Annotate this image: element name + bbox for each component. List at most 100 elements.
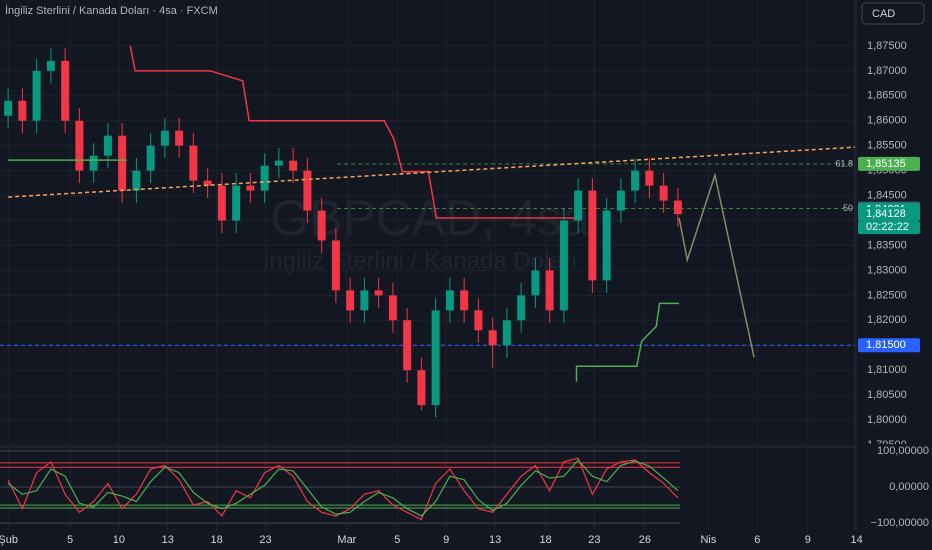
- x-tick-label: 14: [851, 534, 863, 546]
- candle-body: [588, 190, 597, 281]
- candle-body: [46, 60, 55, 71]
- candle-body: [303, 170, 312, 211]
- currency-label[interactable]: CAD: [872, 8, 895, 20]
- y-tick-label: 1,80500: [867, 389, 907, 401]
- candle-body: [346, 290, 355, 311]
- y-tick-label: 1,82000: [867, 314, 907, 326]
- overlay-line: [129, 45, 575, 219]
- y-tick-label: 1,87500: [867, 40, 907, 52]
- candle-body: [645, 170, 654, 186]
- candle-body: [103, 135, 112, 156]
- overlay-line: [678, 172, 755, 358]
- candle-body: [502, 320, 511, 346]
- candle-body: [616, 190, 625, 211]
- fib-label: 61.8: [835, 158, 853, 168]
- candle-body: [4, 100, 13, 116]
- candle-body: [75, 120, 84, 171]
- candle-body: [545, 270, 554, 311]
- candle-body: [274, 160, 283, 166]
- candle-body: [289, 160, 298, 171]
- candle-body: [18, 100, 27, 121]
- candle-body: [118, 135, 127, 191]
- candle-body: [474, 310, 483, 331]
- y-tick-label: 1,84500: [867, 189, 907, 201]
- candle-body: [160, 130, 169, 146]
- candle-body: [189, 145, 198, 181]
- x-tick-label: 9: [805, 534, 811, 546]
- x-tick-label: 13: [162, 534, 174, 546]
- price-label-box: [858, 156, 920, 171]
- x-tick-label: 26: [639, 534, 651, 546]
- candle-body: [146, 145, 155, 171]
- candle-body: [631, 170, 640, 191]
- x-tick-label: 9: [443, 534, 449, 546]
- x-tick-label: 5: [67, 534, 73, 546]
- candle-body: [89, 155, 98, 171]
- candle-body: [317, 210, 326, 241]
- countdown-box: [858, 221, 920, 235]
- candle-body: [331, 240, 340, 291]
- candle-body: [574, 190, 583, 221]
- price-label-box: [858, 207, 920, 222]
- fib-label: 50: [843, 203, 853, 213]
- x-tick-label: 18: [539, 534, 551, 546]
- candle-body: [132, 170, 141, 191]
- price-label: 1,81500: [866, 339, 906, 351]
- x-tick-label: 10: [113, 534, 125, 546]
- candle-body: [659, 185, 668, 201]
- y-tick-label: 1,82500: [867, 289, 907, 301]
- y-tick-label: 1,87000: [867, 65, 907, 77]
- candle-body: [559, 220, 568, 311]
- x-tick-label: Nis: [700, 534, 716, 546]
- tick-bg: [857, 443, 932, 458]
- y-tick-label: 1,86000: [867, 115, 907, 127]
- x-tick-label: 23: [588, 534, 600, 546]
- candle-body: [232, 185, 241, 221]
- candle-body: [431, 310, 440, 406]
- y-tick-label: 100,00000: [877, 445, 929, 457]
- candle-body: [531, 270, 540, 296]
- countdown: 02:22:22: [866, 221, 909, 233]
- overlay-line: [8, 146, 856, 198]
- candle-body: [203, 180, 212, 186]
- x-tick-label: 5: [394, 534, 400, 546]
- candle-body: [175, 130, 184, 146]
- candle-body: [61, 60, 70, 121]
- y-tick-label: −100,00000: [871, 517, 929, 529]
- x-tick-label: 13: [489, 534, 501, 546]
- watermark-name: İngiliz Sterlini / Kanada Doları: [263, 247, 578, 274]
- price-label: 1,85135: [866, 158, 906, 170]
- oscillator-line: [7, 457, 679, 521]
- oscillator-line: [7, 459, 679, 517]
- y-tick-label: 1,83000: [867, 264, 907, 276]
- y-tick-label: 0,00000: [889, 481, 929, 493]
- candle-body: [260, 165, 269, 191]
- y-tick-label: 1,86500: [867, 90, 907, 102]
- tick-bg: [857, 516, 932, 531]
- candle-body: [360, 290, 369, 311]
- y-tick-label: 1,85500: [867, 140, 907, 152]
- candle-body: [388, 295, 397, 321]
- x-tick-label: 23: [259, 534, 271, 546]
- overlay-line: [8, 159, 680, 382]
- candle-body: [602, 210, 611, 281]
- x-tick-label: 6: [754, 534, 760, 546]
- symbol-title: İngiliz Sterlini / Kanada Doları · 4sa ·…: [5, 4, 218, 17]
- currency-button[interactable]: [861, 2, 925, 25]
- price-label-box: [858, 338, 920, 353]
- candle-body: [673, 200, 682, 215]
- candle-body: [445, 290, 454, 311]
- candle-body: [32, 70, 41, 121]
- candle-body: [246, 185, 255, 191]
- candle-body: [517, 295, 526, 321]
- tick-bg: [857, 480, 932, 495]
- candle-body: [403, 320, 412, 371]
- price-label: 1,84128: [866, 208, 906, 220]
- candle-body: [374, 290, 383, 296]
- y-tick-label: 1,83500: [867, 239, 907, 251]
- x-tick-label: 18: [210, 534, 222, 546]
- candle-body: [217, 185, 226, 221]
- x-tick-label: Mar: [337, 534, 356, 546]
